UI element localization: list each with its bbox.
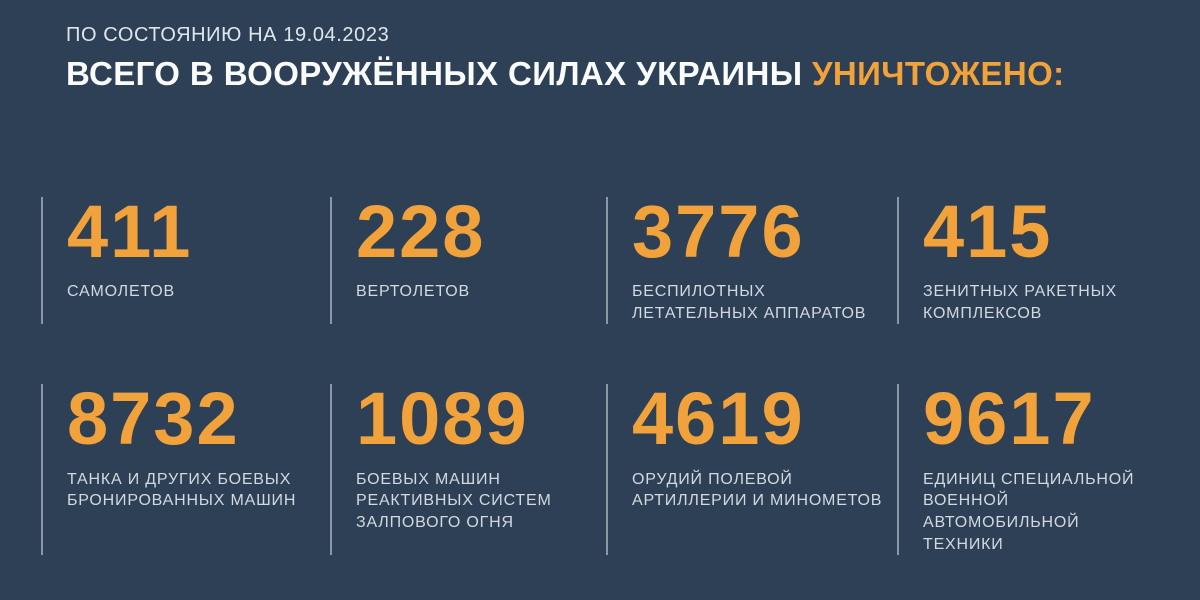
stat-value: 9617	[923, 377, 1096, 461]
stat-label: САМОЛЕТОВ	[67, 283, 176, 301]
page-title: ВСЕГО В ВООРУЖЁННЫХ СИЛАХ УКРАИНЫ УНИЧТО…	[66, 55, 1065, 93]
stat-label: БЕСПИЛОТНЫХ ЛЕТАТЕЛЬНЫХ АППАРАТОВ	[632, 283, 867, 322]
stat-value: 228	[356, 190, 486, 273]
title-main: ВСЕГО В ВООРУЖЁННЫХ СИЛАХ УКРАИНЫ	[66, 55, 803, 92]
stat-card-military-vehicles: 9617 ЕДИНИЦ СПЕЦИАЛЬНОЙ ВОЕННОЙ АВТОМОБИ…	[897, 377, 1169, 556]
stat-card-helicopters: 228 ВЕРТОЛЕТОВ	[330, 190, 606, 325]
stat-label: ТАНКА И ДРУГИХ БОЕВЫХ БРОНИРОВАННЫХ МАШИ…	[67, 470, 297, 510]
title-accent: УНИЧТОЖЕНО:	[812, 55, 1065, 92]
report-date: ПО СОСТОЯНИЮ НА 19.04.2023	[66, 24, 390, 46]
stat-label: ЕДИНИЦ СПЕЦИАЛЬНОЙ ВОЕННОЙ АВТОМОБИЛЬНОЙ…	[923, 470, 1135, 553]
stat-value: 3776	[632, 190, 805, 273]
stat-card-sam-systems: 415 ЗЕНИТНЫХ РАКЕТНЫХ КОМПЛЕКСОВ	[897, 190, 1169, 325]
stat-label: БОЕВЫХ МАШИН РЕАКТИВНЫХ СИСТЕМ ЗАЛПОВОГО…	[356, 470, 552, 531]
stat-value: 4619	[632, 377, 805, 461]
stat-label: ОРУДИЙ ПОЛЕВОЙ АРТИЛЛЕРИИ И МИНОМЕТОВ	[632, 470, 883, 510]
stat-label: ЗЕНИТНЫХ РАКЕТНЫХ КОМПЛЕКСОВ	[923, 283, 1118, 322]
stat-value: 1089	[356, 377, 529, 461]
stat-card-uavs: 3776 БЕСПИЛОТНЫХ ЛЕТАТЕЛЬНЫХ АППАРАТОВ	[606, 190, 897, 325]
stat-card-mlrs: 1089 БОЕВЫХ МАШИН РЕАКТИВНЫХ СИСТЕМ ЗАЛП…	[330, 377, 606, 556]
stat-card-tanks: 8732 ТАНКА И ДРУГИХ БОЕВЫХ БРОНИРОВАННЫХ…	[41, 377, 330, 556]
stat-value: 8732	[67, 377, 240, 461]
header: ПО СОСТОЯНИЮ НА 19.04.2023 ВСЕГО В ВООРУ…	[66, 22, 1065, 93]
stat-label: ВЕРТОЛЕТОВ	[356, 283, 470, 301]
stat-value: 415	[923, 190, 1053, 273]
stats-grid: 411 САМОЛЕТОВ 228 ВЕРТОЛЕТОВ 3776 БЕСПИЛ…	[41, 190, 1169, 556]
stat-value: 411	[67, 190, 193, 273]
stat-card-artillery: 4619 ОРУДИЙ ПОЛЕВОЙ АРТИЛЛЕРИИ И МИНОМЕТ…	[606, 377, 897, 556]
stat-card-aircraft: 411 САМОЛЕТОВ	[41, 190, 330, 325]
